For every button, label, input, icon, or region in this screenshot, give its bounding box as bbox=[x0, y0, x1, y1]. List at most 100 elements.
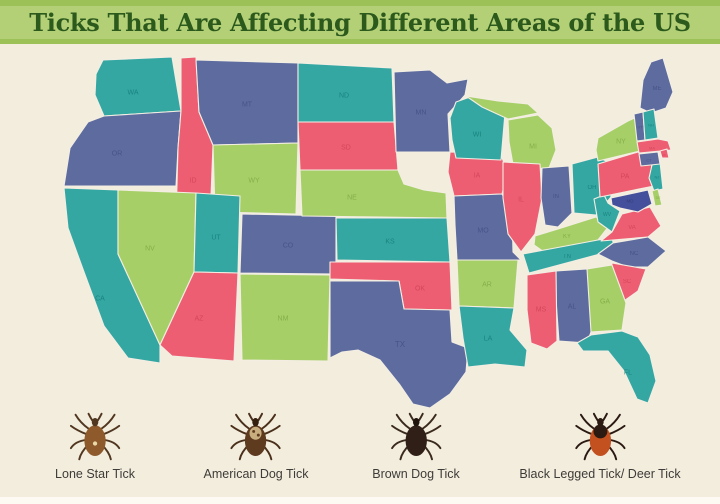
state-label-CA: CA bbox=[95, 295, 105, 302]
legend-item-american-dog-tick: American Dog Tick bbox=[203, 411, 309, 481]
lone-star-tick-icon-holder bbox=[55, 411, 135, 463]
legend-label: American Dog Tick bbox=[203, 467, 309, 481]
state-label-WA: WA bbox=[127, 89, 138, 96]
state-label-IA: IA bbox=[474, 172, 481, 179]
state-VA: VA bbox=[600, 206, 662, 242]
state-NC: NC bbox=[597, 236, 667, 268]
state-label-RI: RI bbox=[663, 153, 666, 157]
state-label-OK: OK bbox=[415, 285, 425, 292]
state-label-VT: VT bbox=[637, 124, 643, 129]
state-label-MO: MO bbox=[477, 227, 489, 234]
state-DE: DE bbox=[651, 188, 663, 207]
state-label-CO: CO bbox=[283, 242, 294, 249]
state-label-AR: AR bbox=[482, 281, 492, 288]
state-label-LA: LA bbox=[484, 335, 493, 342]
state-label-TX: TX bbox=[395, 340, 406, 349]
state-KS: KS bbox=[335, 217, 451, 263]
state-CO: CO bbox=[239, 213, 337, 275]
state-MT: MT bbox=[195, 59, 299, 146]
state-label-TN: TN bbox=[563, 254, 571, 260]
state-label-WI: WI bbox=[473, 131, 482, 138]
state-label-GA: GA bbox=[600, 298, 610, 305]
state-ME: ME bbox=[639, 57, 674, 114]
state-SD: SD bbox=[297, 121, 399, 171]
american-dog-tick-icon-holder bbox=[204, 411, 309, 463]
state-label-ME: ME bbox=[653, 86, 662, 92]
state-label-AL: AL bbox=[568, 303, 577, 310]
state-label-NV: NV bbox=[145, 245, 155, 252]
state-label-OR: OR bbox=[112, 150, 123, 157]
black-legged-deer-tick-icon bbox=[574, 412, 626, 461]
state-CT: CT bbox=[638, 151, 661, 167]
bottom-strip bbox=[0, 497, 720, 504]
state-label-NE: NE bbox=[347, 194, 357, 201]
state-label-VA: VA bbox=[628, 225, 636, 231]
brown-dog-tick-icon bbox=[390, 412, 442, 461]
state-label-SC: SC bbox=[623, 279, 632, 285]
state-AR: AR bbox=[456, 259, 519, 309]
state-RI: RI bbox=[659, 148, 670, 159]
state-IN: IN bbox=[540, 165, 573, 228]
title-banner: Ticks That Are Affecting Different Areas… bbox=[0, 0, 720, 44]
state-MA: MA bbox=[636, 138, 672, 154]
page-title: Ticks That Are Affecting Different Areas… bbox=[29, 8, 691, 37]
state-UT: UT bbox=[193, 192, 241, 274]
state-label-MI: MI bbox=[529, 143, 537, 150]
state-TX: TX bbox=[329, 280, 469, 409]
state-NH: NH bbox=[642, 108, 659, 141]
state-label-NM: NM bbox=[278, 315, 289, 322]
state-label-SD: SD bbox=[341, 144, 351, 151]
state-MS: MS bbox=[526, 270, 558, 350]
lone-star-tick-icon bbox=[69, 412, 121, 461]
state-label-UT: UT bbox=[211, 234, 221, 241]
state-MD: MD bbox=[610, 189, 653, 213]
legend-item-brown-dog-tick: Brown Dog Tick bbox=[372, 411, 460, 481]
state-NM: NM bbox=[239, 273, 331, 362]
state-label-MD: MD bbox=[627, 199, 635, 204]
state-label-DE: DE bbox=[656, 196, 662, 200]
legend-item-black-legged-deer-tick: Black Legged Tick/ Deer Tick bbox=[519, 411, 681, 481]
legend-label: Brown Dog Tick bbox=[372, 467, 460, 481]
american-dog-tick-icon bbox=[230, 412, 282, 461]
state-label-ND: ND bbox=[339, 92, 349, 99]
state-label-AZ: AZ bbox=[195, 315, 205, 322]
tick-legend: Lone Star Tick American Dog Tick Brown D… bbox=[0, 409, 720, 495]
state-label-KY: KY bbox=[563, 234, 571, 240]
black-legged-deer-tick-icon-holder bbox=[519, 411, 680, 463]
legend-label: Black Legged Tick/ Deer Tick bbox=[519, 467, 681, 481]
state-AZ: AZ bbox=[159, 271, 239, 362]
legend-label: Lone Star Tick bbox=[55, 467, 135, 481]
state-label-NC: NC bbox=[630, 251, 639, 257]
state-label-MA: MA bbox=[649, 145, 655, 150]
state-AL: AL bbox=[555, 268, 592, 344]
state-label-WV: WV bbox=[603, 212, 612, 218]
state-label-MN: MN bbox=[416, 109, 427, 116]
state-label-WY: WY bbox=[248, 177, 260, 184]
brown-dog-tick-icon-holder bbox=[372, 411, 460, 463]
state-WA: WA bbox=[94, 56, 182, 117]
state-NE: NE bbox=[299, 169, 448, 219]
state-label-NH: NH bbox=[648, 122, 654, 127]
state-FL: FL bbox=[576, 330, 657, 404]
state-label-IL: IL bbox=[518, 196, 524, 203]
state-OR: OR bbox=[63, 110, 182, 187]
state-label-NJ: NJ bbox=[655, 174, 660, 179]
state-label-MT: MT bbox=[242, 101, 253, 108]
state-KY: KY bbox=[533, 216, 610, 253]
legend-item-lone-star-tick: Lone Star Tick bbox=[55, 411, 135, 481]
state-label-KS: KS bbox=[385, 238, 395, 245]
state-label-CT: CT bbox=[646, 157, 652, 162]
state-MI: MI bbox=[465, 95, 557, 171]
state-label-IN: IN bbox=[553, 194, 559, 200]
state-label-ID: ID bbox=[190, 177, 197, 184]
state-label-OH: OH bbox=[588, 185, 597, 191]
state-ND: ND bbox=[297, 62, 395, 123]
state-IL: IL bbox=[502, 161, 543, 253]
state-label-FL: FL bbox=[624, 369, 632, 376]
state-label-PA: PA bbox=[621, 173, 630, 180]
state-LA: LA bbox=[458, 305, 528, 368]
state-label-NY: NY bbox=[616, 138, 626, 145]
state-MN: MN bbox=[393, 69, 469, 153]
